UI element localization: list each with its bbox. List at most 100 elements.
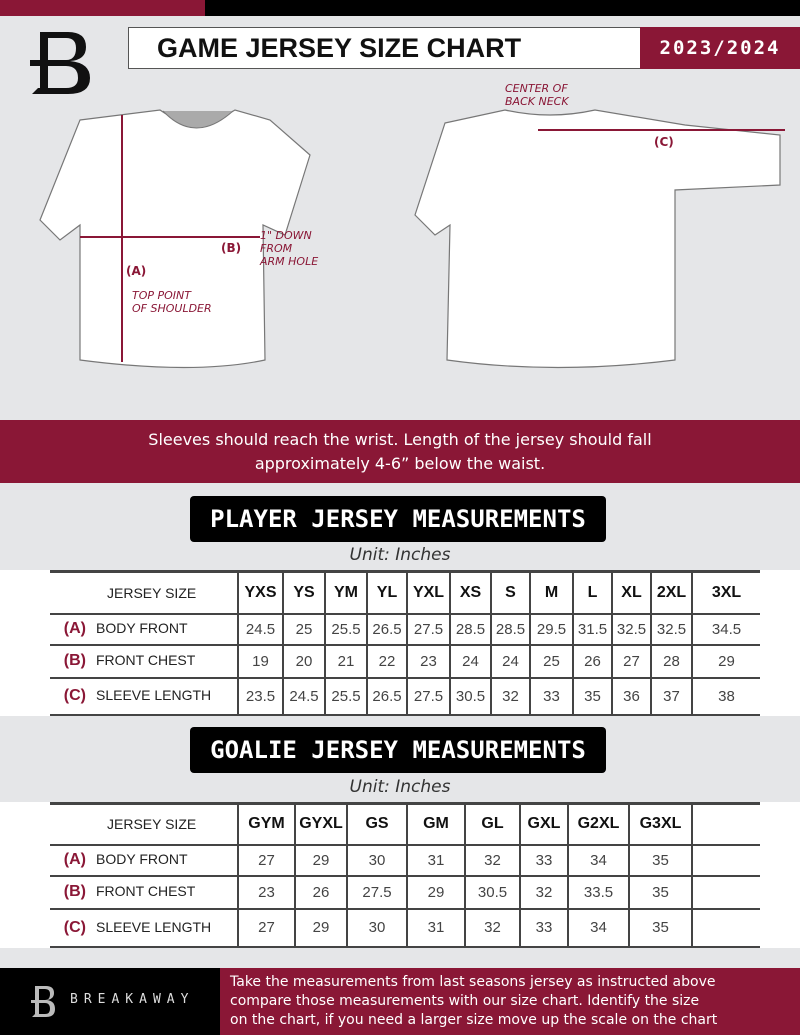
size-header: YXL (406, 571, 450, 614)
measurement-value: 35 (628, 908, 692, 947)
size-header: GL (464, 803, 520, 845)
player-section-title: PLAYER JERSEY MEASUREMENTS (190, 496, 606, 542)
measurement-value: 24 (449, 644, 491, 678)
measurement-value: 25.5 (324, 677, 367, 715)
measurement-value: 34 (567, 844, 629, 876)
header-row: JERSEY SIZE GYM GYXL GS GM GL GXL G2XL G3XL (50, 803, 760, 845)
measurement-value: 23 (406, 644, 450, 678)
measurement-label: (B) FRONT CHEST (50, 876, 238, 909)
measurement-name: BODY FRONT (96, 620, 188, 636)
measurement-value: 28.5 (490, 613, 530, 645)
size-header: XL (611, 571, 651, 614)
measurement-value: 30.5 (449, 677, 491, 715)
size-header (691, 803, 760, 845)
brand-name: BREAKAWAY (70, 992, 195, 1007)
measurement-value: 22 (366, 644, 407, 678)
measurement-value: 24 (490, 644, 530, 678)
measurement-value: 32.5 (611, 613, 651, 645)
measurement-value: 30 (346, 844, 407, 876)
top-point-note-1: TOP POINT (132, 289, 191, 302)
size-header: G2XL (567, 803, 629, 845)
table-row: (B) FRONT CHEST 23 26 27.5 29 30.5 32 33.5 35 (50, 875, 760, 909)
instruction-line-1: Sleeves should reach the wrist. Length o… (148, 430, 652, 449)
goalie-unit: Unit: Inches (349, 777, 451, 797)
arm-hole-note-1: 1" DOWN (260, 229, 312, 242)
footer-instructions: Take the measurements from last seasons … (220, 968, 800, 1035)
measurement-value: 33.5 (567, 875, 629, 909)
breakaway-footer-logo-icon (31, 986, 55, 1017)
measurement-value: 26 (572, 644, 612, 678)
size-header: GM (406, 803, 465, 845)
goalie-section-title: GOALIE JERSEY MEASUREMENTS (190, 727, 606, 773)
top-point-note-2: OF SHOULDER (132, 302, 212, 315)
size-header: S (490, 571, 530, 614)
measurement-value: 35 (628, 875, 692, 909)
label-b: (B) (221, 241, 242, 255)
center-back-neck-note-2: BACK NECK (505, 95, 569, 108)
measurement-label: (C) SLEEVE LENGTH (50, 678, 238, 715)
measurement-value: 26.5 (366, 613, 407, 645)
measurement-value: 26 (294, 875, 347, 909)
size-header: XS (449, 571, 491, 614)
arm-hole-note-3: ARM HOLE (260, 255, 319, 268)
measurement-value: 21 (324, 644, 367, 678)
measurement-value: 29 (406, 875, 465, 909)
measurement-value: 30 (346, 908, 407, 947)
measurement-value: 24.5 (237, 613, 283, 645)
jersey-size-label: JERSEY SIZE (107, 584, 197, 601)
measurement-value: 25 (282, 613, 325, 645)
size-header: L (572, 571, 612, 614)
goalie-table: JERSEY SIZE GYM GYXL GS GM GL GXL G2XL G3XL (A) BO… (50, 802, 760, 948)
measurement-value (691, 875, 760, 909)
measurement-value: 34 (567, 908, 629, 947)
measurement-value: 32 (464, 908, 520, 947)
instruction-line-2: approximately 4-6” below the waist. (254, 454, 546, 473)
measurement-label: (B) FRONT CHEST (50, 645, 238, 678)
measurement-label: (A) BODY FRONT (50, 845, 238, 876)
player-unit: Unit: Inches (349, 545, 451, 565)
measurement-value: 33 (529, 677, 573, 715)
measurement-value: 29 (691, 644, 760, 678)
measurement-letter: (A) (63, 620, 86, 637)
measurement-value: 20 (282, 644, 325, 678)
player-table: JERSEY SIZE YXS YS YM YL YXL XS S M L XL 2XL 3XL (A) B… (50, 570, 760, 716)
measurement-value: 27 (237, 908, 295, 947)
measurement-letter: (B) (63, 883, 86, 900)
measurement-name: BODY FRONT (96, 851, 188, 867)
measurement-letter: (C) (63, 687, 86, 704)
measurement-value: 33 (519, 908, 568, 947)
measurement-value: 23 (237, 875, 295, 909)
table-row: (A) BODY FRONT 24.5 25 25.5 26.5 27.5 28.5 28.5 2… (50, 613, 760, 645)
size-header: G3XL (628, 803, 692, 845)
top-bar (205, 0, 800, 16)
jersey-diagram (39, 109, 785, 369)
table-row: (C) SLEEVE LENGTH 23.5 24.5 25.5 26.5 27.5 30.5… (50, 677, 760, 715)
size-header: M (529, 571, 573, 614)
footer-line-2: compare those measurements with our size… (230, 993, 700, 1009)
measurement-value: 30.5 (464, 875, 520, 909)
measurement-value: 27 (611, 644, 651, 678)
measurement-value: 32 (490, 677, 530, 715)
label-c: (C) (654, 135, 674, 149)
size-header: YM (324, 571, 367, 614)
size-header: YS (282, 571, 325, 614)
measurement-name: SLEEVE LENGTH (96, 918, 212, 935)
measurement-value: 28.5 (449, 613, 491, 645)
size-header: YXS (237, 571, 283, 614)
measurement-value: 31 (406, 844, 465, 876)
measurement-value: 35 (572, 677, 612, 715)
footer-line-3: on the chart, if you need a larger size … (230, 1012, 718, 1028)
measurement-letter: (C) (63, 918, 86, 936)
measurement-value: 24.5 (282, 677, 325, 715)
measurement-value: 29 (294, 844, 347, 876)
size-header: 2XL (650, 571, 692, 614)
measurement-letter: (B) (63, 652, 86, 669)
measurement-value: 33 (519, 844, 568, 876)
size-header: GXL (519, 803, 568, 845)
measurement-value: 35 (628, 844, 692, 876)
measurement-value: 27.5 (406, 677, 450, 715)
measurement-value (691, 908, 760, 947)
top-bar-accent (0, 0, 205, 16)
measurement-value: 27.5 (406, 613, 450, 645)
measurement-value: 23.5 (237, 677, 283, 715)
